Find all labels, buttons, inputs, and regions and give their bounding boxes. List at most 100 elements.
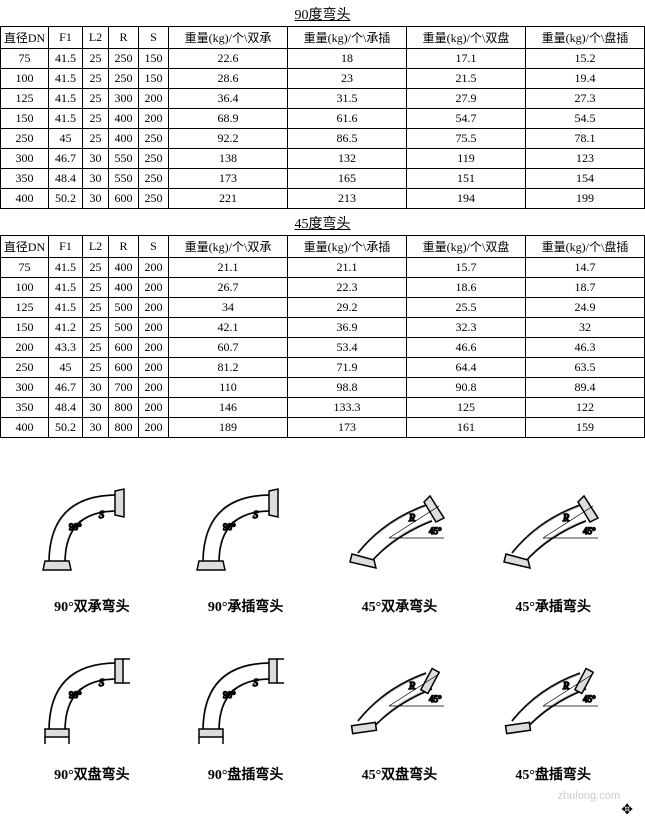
diagram-item: 45°R45°承插弯头 — [481, 458, 626, 616]
cell: 81.2 — [169, 358, 288, 378]
cell: 41.5 — [49, 89, 83, 109]
cell: 60.7 — [169, 338, 288, 358]
cell: 200 — [139, 398, 169, 418]
diagram-label: 45°盘插弯头 — [481, 764, 626, 784]
cell: 146 — [169, 398, 288, 418]
cell: 250 — [109, 49, 139, 69]
cell: 200 — [139, 89, 169, 109]
cell: 165 — [288, 169, 407, 189]
svg-text:45°: 45° — [429, 526, 442, 536]
diagram-item: 90°S90°盘插弯头 — [173, 626, 318, 784]
col-header: L2 — [83, 236, 109, 258]
cell: 21.1 — [169, 258, 288, 278]
cell: 150 — [1, 109, 49, 129]
cell: 200 — [139, 318, 169, 338]
diagram-label: 45°双承弯头 — [327, 596, 472, 616]
svg-text:90°: 90° — [223, 690, 236, 700]
cell: 46.7 — [49, 378, 83, 398]
cell: 25.5 — [407, 298, 526, 318]
svg-text:S: S — [99, 510, 104, 521]
cell: 25 — [83, 298, 109, 318]
svg-text:S: S — [99, 678, 104, 689]
diagram-item: 90°S90°承插弯头 — [173, 458, 318, 616]
cell: 150 — [139, 49, 169, 69]
cell: 30 — [83, 149, 109, 169]
cell: 250 — [139, 169, 169, 189]
diagram-label: 90°双盘弯头 — [19, 764, 164, 784]
cell: 200 — [139, 109, 169, 129]
cell: 19.4 — [526, 69, 645, 89]
cell: 200 — [139, 418, 169, 438]
cell: 41.2 — [49, 318, 83, 338]
cell: 46.7 — [49, 149, 83, 169]
watermark: zhulong.com — [558, 790, 620, 802]
cell: 200 — [139, 358, 169, 378]
cell: 154 — [526, 169, 645, 189]
col-header: F1 — [49, 27, 83, 49]
cell: 25 — [83, 338, 109, 358]
cell: 600 — [109, 189, 139, 209]
cell: 700 — [109, 378, 139, 398]
diagram-label: 45°承插弯头 — [481, 596, 626, 616]
cell: 14.7 — [526, 258, 645, 278]
cell: 15.7 — [407, 258, 526, 278]
diagram-label: 90°盘插弯头 — [173, 764, 318, 784]
cell: 32 — [526, 318, 645, 338]
cell: 200 — [139, 278, 169, 298]
cell: 25 — [83, 358, 109, 378]
table-90deg: 直径DNF1L2RS重量(kg)/个\双承重量(kg)/个\承插重量(kg)/个… — [0, 26, 645, 209]
col-header: 直径DN — [1, 236, 49, 258]
col-header: R — [109, 27, 139, 49]
cell: 45 — [49, 129, 83, 149]
table-row: 12541.5255002003429.225.524.9 — [1, 298, 645, 318]
col-header: F1 — [49, 236, 83, 258]
table-row: 7541.52540020021.121.115.714.7 — [1, 258, 645, 278]
cell: 194 — [407, 189, 526, 209]
cell: 23 — [288, 69, 407, 89]
cell: 30 — [83, 189, 109, 209]
diagrams-section: 90° S 90°双承弯头 90°S90°承插弯头 45° R 45°双承弯头 45°R45°… — [0, 438, 645, 804]
cell: 173 — [169, 169, 288, 189]
cell: 18 — [288, 49, 407, 69]
cell: 21.5 — [407, 69, 526, 89]
cell: 300 — [1, 378, 49, 398]
diagram-label: 90°承插弯头 — [173, 596, 318, 616]
table-row: 30046.730550250138132119123 — [1, 149, 645, 169]
cell: 89.4 — [526, 378, 645, 398]
cell: 800 — [109, 398, 139, 418]
cell: 98.8 — [288, 378, 407, 398]
cell: 42.1 — [169, 318, 288, 338]
cell: 61.6 — [288, 109, 407, 129]
cell: 30 — [83, 378, 109, 398]
cell: 75 — [1, 49, 49, 69]
cell: 36.9 — [288, 318, 407, 338]
cell: 22.3 — [288, 278, 407, 298]
svg-text:45°: 45° — [583, 526, 596, 536]
cell: 800 — [109, 418, 139, 438]
cell: 125 — [407, 398, 526, 418]
diagram-item: 45°R45°双盘弯头 — [327, 626, 472, 784]
table-row: 250452560020081.271.964.463.5 — [1, 358, 645, 378]
cell: 25 — [83, 318, 109, 338]
diagram-label: 90°双承弯头 — [19, 596, 164, 616]
cell: 133.3 — [288, 398, 407, 418]
cell: 100 — [1, 69, 49, 89]
cell: 600 — [109, 358, 139, 378]
table1-title: 90度弯头 — [0, 0, 645, 26]
cell: 200 — [139, 338, 169, 358]
table-row: 10041.52540020026.722.318.618.7 — [1, 278, 645, 298]
table-row: 10041.52525015028.62321.519.4 — [1, 69, 645, 89]
cell: 125 — [1, 298, 49, 318]
cell: 43.3 — [49, 338, 83, 358]
cell: 15.2 — [526, 49, 645, 69]
svg-text:45°: 45° — [583, 694, 596, 704]
table-row: 40050.230800200189173161159 — [1, 418, 645, 438]
table-row: 35048.430800200146133.3125122 — [1, 398, 645, 418]
cell: 50.2 — [49, 189, 83, 209]
svg-text:R: R — [408, 681, 415, 692]
cell: 27.9 — [407, 89, 526, 109]
cell: 64.4 — [407, 358, 526, 378]
col-header: 重量(kg)/个\双盘 — [407, 236, 526, 258]
diagram-item: 45°R45°盘插弯头 — [481, 626, 626, 784]
cell: 46.6 — [407, 338, 526, 358]
